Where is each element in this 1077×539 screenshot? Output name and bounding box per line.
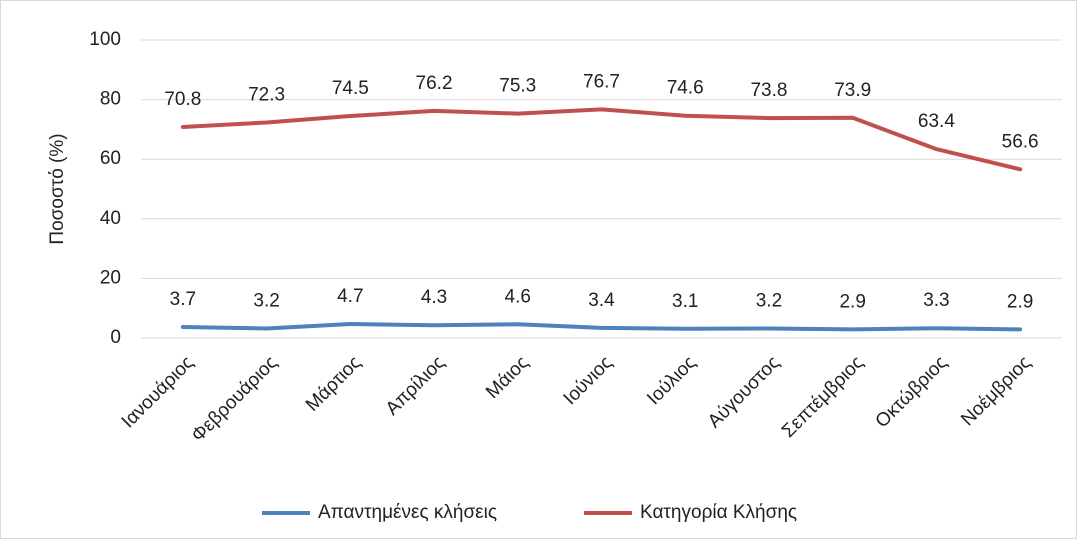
data-label: 63.4 bbox=[918, 111, 955, 132]
y-tick-label: 0 bbox=[110, 327, 121, 348]
data-label: 3.4 bbox=[588, 290, 615, 311]
y-tick-label: 60 bbox=[100, 148, 121, 169]
line-series bbox=[180, 322, 1023, 332]
legend-label: Κατηγορία Κλήσης bbox=[640, 502, 797, 523]
data-label: 3.2 bbox=[756, 290, 782, 311]
y-tick-label: 80 bbox=[100, 89, 121, 110]
y-tick-label: 40 bbox=[100, 208, 121, 229]
data-label: 4.7 bbox=[337, 286, 363, 307]
y-axis-label: Ποσοστό (%) bbox=[47, 133, 68, 244]
data-label: 76.7 bbox=[583, 71, 620, 92]
data-label: 4.6 bbox=[505, 286, 531, 307]
data-label: 3.1 bbox=[672, 291, 698, 312]
legend-label: Απαντημένες κλήσεις bbox=[318, 502, 497, 523]
data-label: 3.3 bbox=[923, 290, 949, 311]
line-series bbox=[180, 107, 1023, 172]
data-label: 3.2 bbox=[253, 290, 279, 311]
data-label: 76.2 bbox=[416, 73, 453, 94]
data-label: 3.7 bbox=[170, 289, 196, 310]
data-label: 73.9 bbox=[834, 80, 871, 101]
data-label: 56.6 bbox=[1002, 131, 1039, 152]
data-label: 75.3 bbox=[499, 76, 536, 97]
data-label: 2.9 bbox=[1007, 291, 1033, 312]
data-label: 4.3 bbox=[421, 287, 447, 308]
data-label: 74.6 bbox=[667, 78, 704, 99]
y-tick-label: 100 bbox=[89, 29, 121, 50]
y-tick-label: 20 bbox=[100, 267, 121, 288]
data-label: 73.8 bbox=[750, 80, 787, 101]
data-label: 72.3 bbox=[248, 85, 285, 106]
data-label: 70.8 bbox=[164, 89, 201, 110]
data-label: 74.5 bbox=[332, 78, 369, 99]
data-label: 2.9 bbox=[839, 291, 865, 312]
